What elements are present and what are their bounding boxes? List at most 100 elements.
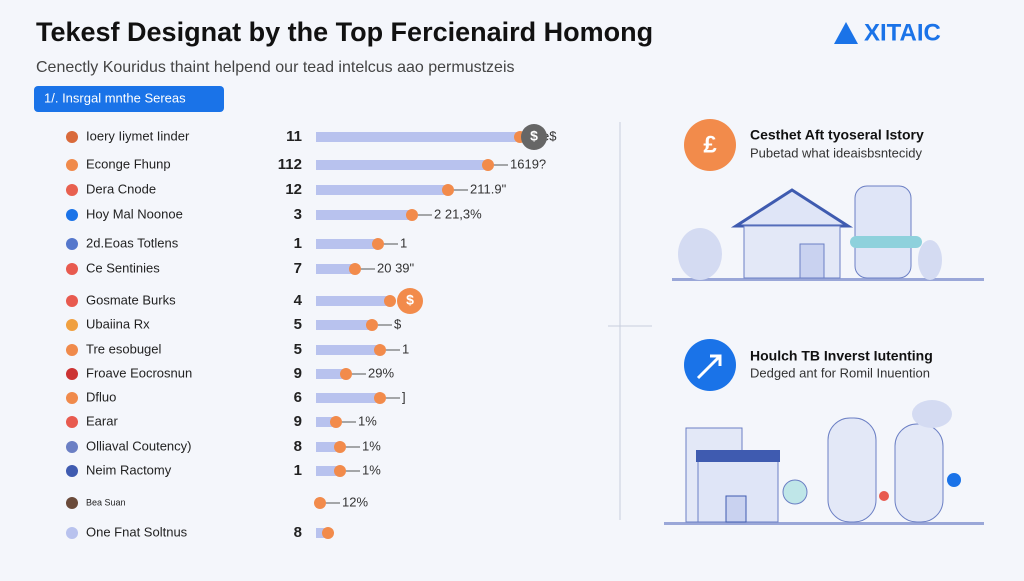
row-note: 1 [402, 341, 409, 356]
row-label: Gosmate Burks [86, 292, 176, 307]
row-number: 4 [294, 292, 303, 309]
row-bar [316, 393, 380, 403]
row-label: One Fnat Soltnus [86, 524, 188, 539]
row-note: ] [402, 389, 406, 404]
row-bar [316, 132, 520, 142]
row-dot [384, 295, 396, 307]
row-icon [66, 392, 78, 404]
row-note: 29% [368, 365, 394, 380]
row-icon [66, 344, 78, 356]
row-icon [66, 465, 78, 477]
row-number: 1 [294, 235, 302, 252]
row-dot [374, 392, 386, 404]
row-dot [322, 527, 334, 539]
row-badge-bg [521, 124, 547, 150]
row-label: Econge Fhunp [86, 156, 171, 171]
row-icon [66, 295, 78, 307]
row-number: 1 [294, 462, 302, 479]
row-dot [349, 263, 361, 275]
row-note: 1% [362, 462, 381, 477]
row-badge: $ [530, 128, 538, 144]
row-dot [314, 497, 326, 509]
row-number: 7 [294, 260, 302, 277]
row-dot [372, 238, 384, 250]
card-illustration [664, 185, 984, 525]
row-icon [66, 441, 78, 453]
row-note: 20 39" [377, 260, 415, 275]
row-label: Neim Ractomy [86, 462, 172, 477]
row-label: Earar [86, 413, 118, 428]
row-bar [316, 345, 380, 355]
card-icon [696, 354, 722, 380]
row-number: 9 [294, 365, 302, 382]
row-icon [66, 159, 78, 171]
row-number: 9 [294, 413, 302, 430]
row-bar [316, 160, 488, 170]
row-number: 8 [294, 438, 302, 455]
row-dot [330, 416, 342, 428]
row-dot [442, 184, 454, 196]
card-icon: £ [703, 131, 717, 158]
row-dot [406, 209, 418, 221]
row-icon [66, 238, 78, 250]
row-note: 1 [400, 235, 407, 250]
row-icon [66, 527, 78, 539]
row-note: 1% [358, 413, 377, 428]
card-text: Pubetad what ideaisbsntecidy [750, 145, 923, 160]
row-icon [66, 319, 78, 331]
row-label: Hoy Mal Noonoe [86, 206, 183, 221]
row-dot [334, 441, 346, 453]
row-number: 5 [294, 316, 302, 333]
row-badge-bg [397, 288, 423, 314]
row-number: 112 [278, 156, 302, 173]
row-label: Ce Sentinies [86, 260, 160, 275]
subtitle: Cenectly Kouridus thaint helpend our tea… [36, 59, 515, 76]
row-dot [366, 319, 378, 331]
row-note: 211.9" [470, 181, 507, 196]
row-label: 2d.Eoas Totlens [86, 235, 179, 250]
row-note: 1619? [510, 156, 546, 171]
row-note: $ [394, 316, 402, 331]
tag: 1/. Insrgal mnthe Sereas [44, 90, 186, 105]
title: Tekesf Designat by the Top Fercienaird H… [36, 17, 653, 47]
card-text: Dedged ant for Romil Inuention [750, 365, 930, 380]
card-title: Houlch TB Inverst Iutenting [750, 348, 933, 364]
row-dot [374, 344, 386, 356]
row-icon [66, 497, 78, 509]
card-icon-bg [684, 119, 736, 171]
row-icon [66, 184, 78, 196]
row-bar [316, 320, 372, 330]
row-bar [316, 442, 340, 452]
row-icon [66, 368, 78, 380]
row-note: 2 21,3% [434, 206, 482, 221]
row-number: 3 [294, 206, 302, 223]
row-label: Bea Suan [86, 497, 126, 507]
row-number: 5 [294, 341, 302, 358]
row-icon [66, 263, 78, 275]
row-note: 12% [342, 494, 368, 509]
row-bar [316, 417, 336, 427]
row-number: 8 [294, 524, 302, 541]
row-label: Ioery Iiymet Iinder [86, 128, 190, 143]
row-badge: $ [406, 292, 414, 308]
row-bar [316, 185, 448, 195]
row-icon [66, 209, 78, 221]
logo: XITAIC [864, 19, 941, 46]
card-title: Cesthet Aft tyoseral Istory [750, 127, 924, 143]
tag-bg [34, 86, 224, 112]
row-bar [316, 466, 340, 476]
row-bar [316, 369, 346, 379]
row-bar [316, 239, 378, 249]
row-dot [340, 368, 352, 380]
row-number: 6 [294, 389, 302, 406]
row-number: 11 [286, 128, 302, 145]
row-icon [66, 416, 78, 428]
row-icon [66, 131, 78, 143]
row-bar [316, 210, 412, 220]
row-label: Tre esobugel [86, 341, 162, 356]
row-label: Ubaiina Rx [86, 316, 150, 331]
row-dot [482, 159, 494, 171]
row-bar [316, 264, 355, 274]
row-label: Dfluo [86, 389, 116, 404]
